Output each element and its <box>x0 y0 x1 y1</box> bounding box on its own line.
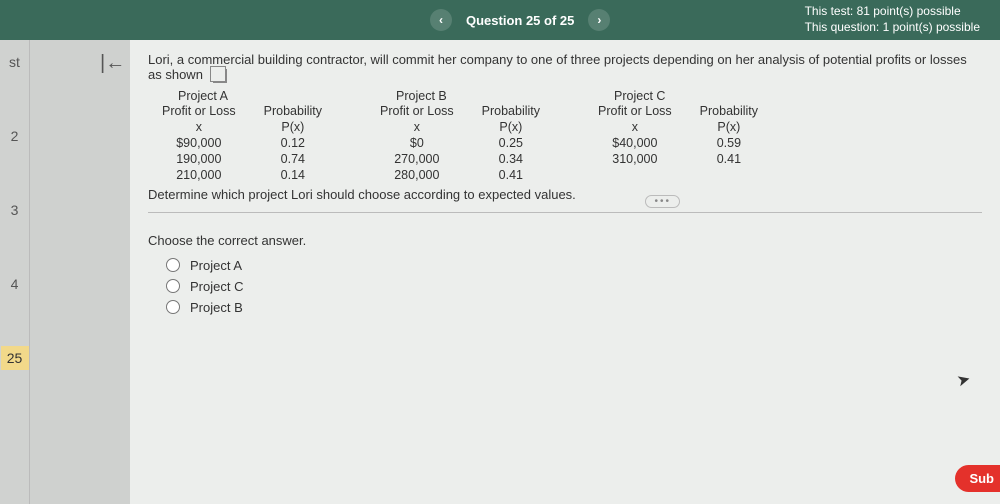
answer-options: Project A Project C Project B <box>166 258 982 315</box>
sub-header: P(x) <box>468 119 554 135</box>
answer-option[interactable]: Project C <box>166 279 982 294</box>
question-list-sidebar: st 2 3 4 25 <box>0 40 30 504</box>
radio-icon[interactable] <box>166 279 180 293</box>
back-arrow-icon[interactable]: |← <box>100 52 125 74</box>
col-header: Profit or Loss <box>148 103 250 119</box>
table-cell: 0.12 <box>250 135 336 151</box>
determine-text: Determine which project Lori should choo… <box>148 187 982 202</box>
radio-icon[interactable] <box>166 300 180 314</box>
sub-header: P(x) <box>686 119 772 135</box>
table-cell: 270,000 <box>366 151 468 167</box>
answer-prompt: Choose the correct answer. <box>148 233 982 248</box>
col-header: Profit or Loss <box>366 103 468 119</box>
sidebar-item-2[interactable]: 2 <box>1 124 29 148</box>
submit-button[interactable]: Sub <box>955 465 1000 492</box>
table-cell: 0.34 <box>468 151 554 167</box>
project-name: Project B <box>366 89 554 103</box>
table-cell: 0.74 <box>250 151 336 167</box>
table-cell: 210,000 <box>148 167 250 183</box>
col-header: Profit or Loss <box>584 103 686 119</box>
project-name: Project A <box>148 89 336 103</box>
cursor-icon: ➤ <box>954 369 972 392</box>
col-header: Probability <box>250 103 336 119</box>
col-header: Probability <box>468 103 554 119</box>
prev-question-icon[interactable]: ‹ <box>430 9 452 31</box>
table-cell: $0 <box>366 135 468 151</box>
option-label: Project C <box>190 279 243 294</box>
table-cell: 0.41 <box>686 151 772 167</box>
copy-icon[interactable] <box>213 69 227 83</box>
question-panel: Lori, a commercial building contractor, … <box>130 40 1000 504</box>
project-table: Project BProfit or LossProbabilityxP(x)$… <box>366 89 554 183</box>
test-points: This test: 81 point(s) possible <box>805 4 980 20</box>
table-cell: 310,000 <box>584 151 686 167</box>
table-cell: 0.41 <box>468 167 554 183</box>
table-cell: 0.59 <box>686 135 772 151</box>
radio-icon[interactable] <box>166 258 180 272</box>
sub-header: x <box>148 119 250 135</box>
points-info: This test: 81 point(s) possible This que… <box>805 4 980 35</box>
project-table: Project AProfit or LossProbabilityxP(x)$… <box>148 89 336 183</box>
sub-header: x <box>584 119 686 135</box>
option-label: Project B <box>190 300 243 315</box>
table-cell: 0.14 <box>250 167 336 183</box>
project-table: Project CProfit or LossProbabilityxP(x)$… <box>584 89 772 183</box>
next-question-icon[interactable]: › <box>588 9 610 31</box>
sub-header: P(x) <box>250 119 336 135</box>
sidebar-item-4[interactable]: 4 <box>1 272 29 296</box>
answer-option[interactable]: Project B <box>166 300 982 315</box>
sidebar-item-25[interactable]: 25 <box>1 346 29 370</box>
sub-header: x <box>366 119 468 135</box>
more-icon[interactable]: ••• <box>645 195 680 208</box>
problem-statement: Lori, a commercial building contractor, … <box>148 52 982 83</box>
question-points: This question: 1 point(s) possible <box>805 20 980 36</box>
table-cell: 0.25 <box>468 135 554 151</box>
left-gutter: |← <box>30 40 130 504</box>
option-label: Project A <box>190 258 242 273</box>
sidebar-item-3[interactable]: 3 <box>1 198 29 222</box>
col-header: Probability <box>686 103 772 119</box>
table-cell: 190,000 <box>148 151 250 167</box>
project-tables: Project AProfit or LossProbabilityxP(x)$… <box>148 89 982 183</box>
table-cell: 280,000 <box>366 167 468 183</box>
question-nav: ‹ Question 25 of 25 › <box>430 0 610 40</box>
separator <box>148 212 982 213</box>
table-cell: $40,000 <box>584 135 686 151</box>
table-cell: $90,000 <box>148 135 250 151</box>
sidebar-item-st[interactable]: st <box>1 50 29 74</box>
question-counter: Question 25 of 25 <box>466 13 574 28</box>
answer-option[interactable]: Project A <box>166 258 982 273</box>
top-bar: ‹ Question 25 of 25 › This test: 81 poin… <box>0 0 1000 40</box>
project-name: Project C <box>584 89 772 103</box>
